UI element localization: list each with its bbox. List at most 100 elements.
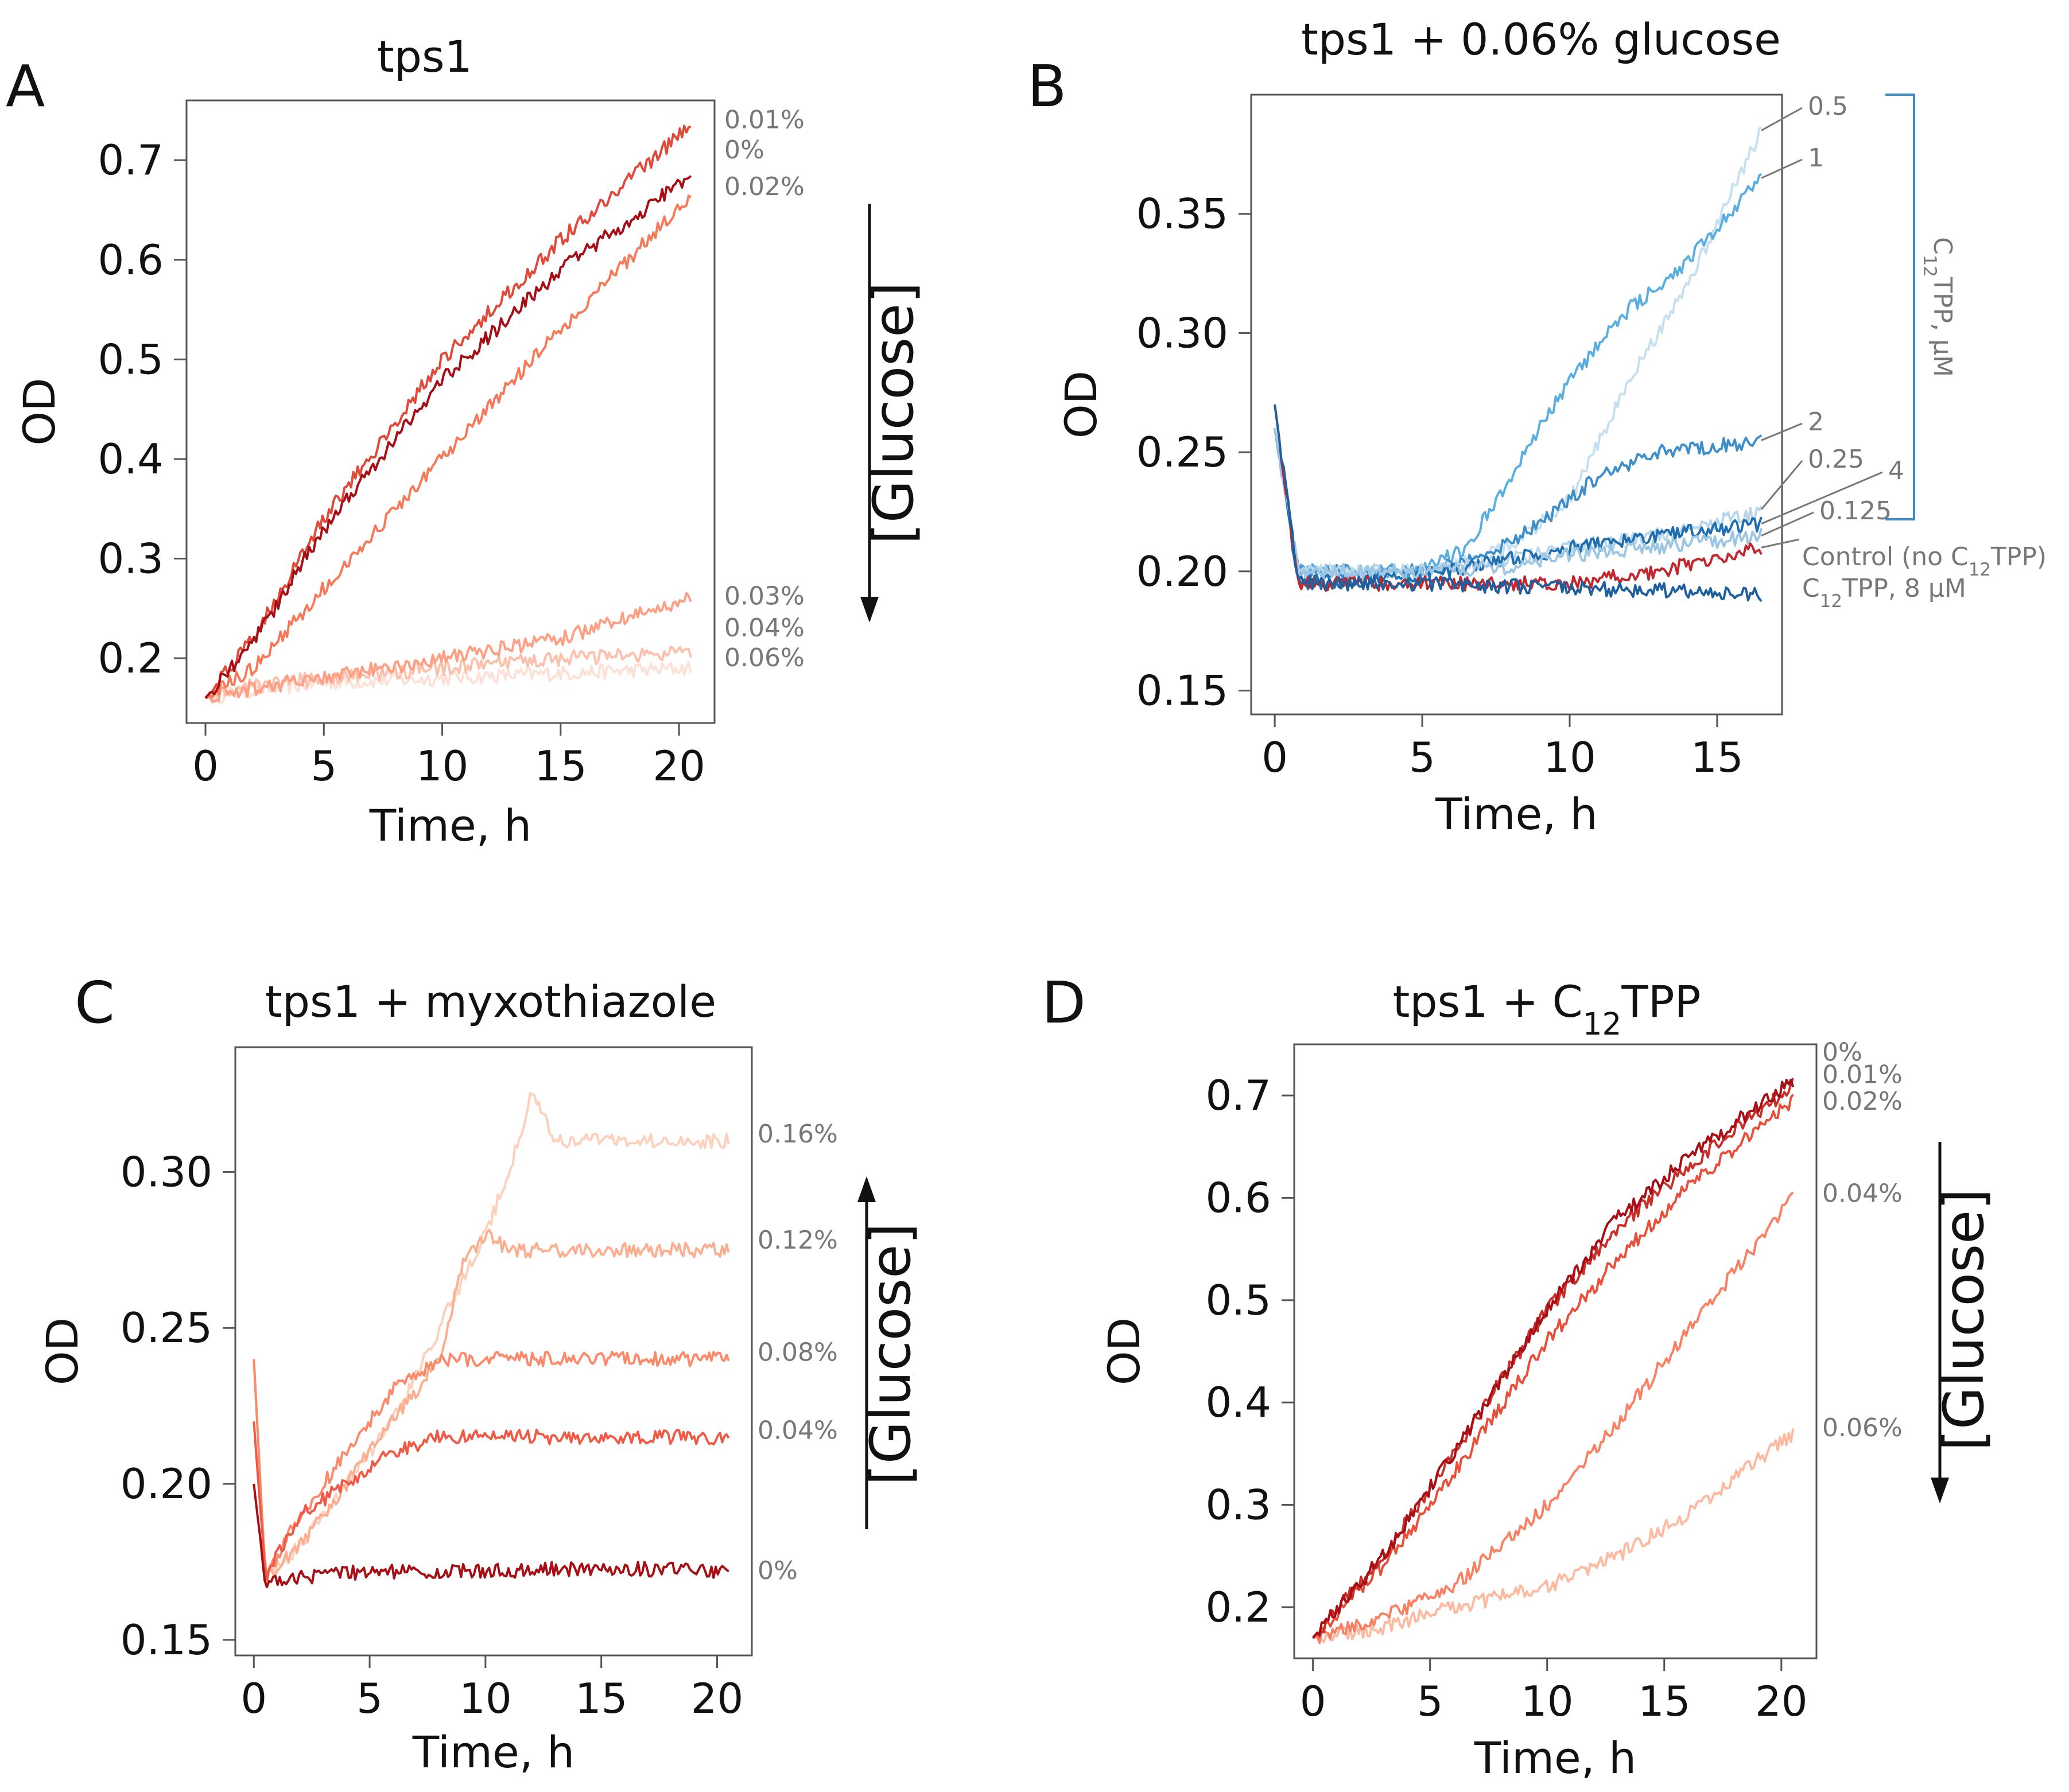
legend-c12tpp-8um: C12TPP, 8 μM (1802, 574, 1966, 612)
plot-frame (1250, 94, 1783, 716)
y-tick-label: 0.2 (98, 634, 164, 682)
plot-frame (1293, 1043, 1818, 1659)
x-tick-label: 5 (356, 1674, 383, 1723)
y-tick-label: 0.7 (98, 136, 164, 184)
glucose-label: [Glucose] (1932, 1188, 1996, 1451)
series-label: 0.16% (758, 1119, 838, 1149)
y-tick-label: 0.30 (121, 1148, 212, 1196)
series-line (1274, 404, 1763, 602)
bracket-label: C12TPP, μM (1919, 237, 1957, 377)
x-tick-label: 0 (192, 742, 219, 790)
series-label: 2 (1808, 407, 1824, 437)
y-axis-label: OD (14, 378, 65, 445)
series-line (253, 1483, 729, 1588)
y-tick-label: 0.7 (1205, 1071, 1271, 1119)
series-line (1274, 126, 1763, 580)
series-label: 0% (1822, 1037, 1862, 1067)
series-label: 0.125 (1819, 496, 1892, 526)
series-line (1274, 404, 1763, 592)
series-label: 0.04% (758, 1416, 838, 1445)
series-line (204, 195, 692, 699)
y-tick-label: 0.25 (121, 1304, 212, 1352)
plot-frame (185, 99, 716, 724)
series-line (205, 646, 692, 703)
series-line (1312, 1078, 1795, 1639)
series-label: 0.01% (1822, 1060, 1903, 1090)
x-axis-label: Time, h (369, 800, 531, 851)
series-label: 0.04% (1822, 1179, 1903, 1208)
x-tick-label: 15 (1638, 1677, 1691, 1725)
leader-line (1761, 158, 1803, 179)
y-tick-label: 0.3 (1205, 1481, 1271, 1529)
y-tick-label: 0.25 (1136, 428, 1228, 476)
panel-letter: C (75, 969, 115, 1036)
y-tick-label: 0.15 (121, 1616, 212, 1664)
x-tick-label: 20 (653, 742, 705, 790)
y-tick-label: 0.20 (121, 1460, 212, 1508)
x-tick-label: 10 (1543, 733, 1596, 782)
x-tick-label: 15 (1691, 733, 1744, 782)
y-tick-label: 0.4 (1205, 1378, 1271, 1426)
x-tick-label: 0 (1300, 1677, 1326, 1725)
x-tick-label: 10 (1521, 1677, 1574, 1725)
x-tick-label: 10 (459, 1674, 512, 1723)
chart-title: tps1 + C12TPP (1393, 976, 1701, 1042)
series-label: 0.08% (758, 1338, 838, 1367)
panel-letter: D (1042, 969, 1086, 1036)
series-line (253, 1351, 730, 1581)
series-line (204, 174, 692, 699)
y-tick-label: 0.4 (98, 435, 164, 483)
y-tick-label: 0.6 (1205, 1174, 1271, 1222)
series-line (1274, 173, 1763, 580)
y-tick-label: 0.20 (1136, 547, 1228, 596)
series-line (1274, 428, 1763, 580)
series-label: 0.02% (1822, 1087, 1903, 1116)
arrow-head (860, 597, 879, 623)
glucose-label: [Glucose] (861, 282, 926, 544)
glucose-label: [Glucose] (859, 1223, 923, 1485)
x-tick-label: 10 (416, 742, 469, 790)
x-axis-label: Time, h (1435, 788, 1597, 839)
series-label: 0.03% (724, 582, 805, 611)
y-tick-label: 0.3 (98, 535, 164, 583)
series-line (204, 125, 691, 699)
bracket (1885, 94, 1915, 520)
x-tick-label: 20 (1755, 1677, 1808, 1725)
panel-letter: A (6, 53, 45, 120)
series-label: 0.06% (1822, 1413, 1903, 1443)
series-line (253, 1229, 730, 1584)
x-tick-label: 15 (534, 742, 587, 790)
x-tick-label: 15 (575, 1674, 628, 1723)
y-axis-label: OD (1055, 371, 1107, 438)
y-tick-label: 0.5 (98, 335, 164, 383)
leader-line (1761, 422, 1803, 441)
series-label: 0.04% (724, 613, 805, 643)
y-axis-label: OD (1098, 1317, 1150, 1385)
series-label: 0.02% (724, 172, 805, 201)
x-tick-label: 5 (1409, 733, 1435, 782)
series-line (1313, 1428, 1795, 1643)
series-label: 0% (724, 135, 764, 165)
series-line (253, 1421, 730, 1581)
chart-title: tps1 + myxothiazole (265, 976, 716, 1027)
legend-control: Control (no C12TPP) (1802, 542, 2047, 580)
x-tick-label: 0 (1261, 733, 1288, 782)
x-tick-label: 0 (240, 1674, 267, 1723)
y-axis-label: OD (37, 1317, 88, 1385)
x-axis-label: Time, h (1474, 1732, 1636, 1783)
plot-frame (234, 1046, 753, 1657)
arrow-head (1931, 1478, 1949, 1503)
series-label: 0.5 (1808, 92, 1848, 121)
chart-title: tps1 + 0.06% glucose (1301, 14, 1781, 65)
chart-title: tps1 (377, 31, 472, 82)
leader-line (1761, 471, 1883, 525)
panel-letter: B (1027, 53, 1067, 120)
x-tick-label: 5 (310, 742, 337, 790)
series-label: 0.12% (758, 1226, 838, 1255)
series-line (1313, 1191, 1794, 1645)
